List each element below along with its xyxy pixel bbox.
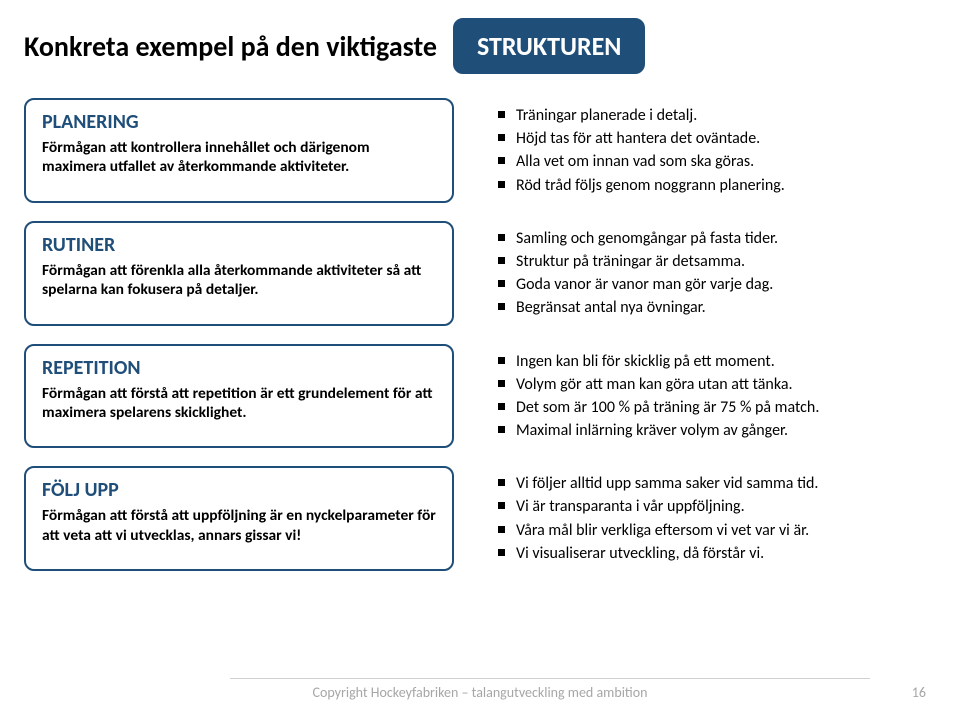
page-number: 16: [912, 684, 926, 701]
bullet-item: Alla vet om innan vad som ska göras.: [490, 150, 908, 173]
footer-text: Copyright Hockeyfabriken – talangutveckl…: [0, 684, 960, 701]
bullets-rutiner: Samling och genomgångar på fasta tider. …: [484, 221, 914, 326]
card-title: RUTINER: [42, 233, 436, 257]
card-desc: Förmågan att förenkla alla återkommande …: [42, 261, 436, 300]
bullet-item: Goda vanor är vanor man gör varje dag.: [490, 273, 908, 296]
card-desc: Förmågan att förstå att repetition är et…: [42, 384, 436, 423]
card-repetition: REPETITION Förmågan att förstå att repet…: [24, 344, 454, 449]
bullet-item: Volym gör att man kan göra utan att tänk…: [490, 373, 908, 396]
bullet-item: Träningar planerade i detalj.: [490, 104, 908, 127]
slide-header: Konkreta exempel på den viktigaste STRUK…: [24, 18, 936, 74]
card-planering: PLANERING Förmågan att kontrollera inneh…: [24, 98, 454, 203]
bullets-foljupp: Vi följer alltid upp samma saker vid sam…: [484, 466, 914, 571]
slide-title: Konkreta exempel på den viktigaste: [24, 29, 437, 64]
bullet-item: Ingen kan bli för skicklig på ett moment…: [490, 350, 908, 373]
card-desc: Förmågan att förstå att uppföljning är e…: [42, 506, 436, 545]
card-desc: Förmågan att kontrollera innehållet och …: [42, 138, 436, 177]
bullet-item: Röd tråd följs genom noggrann planering.: [490, 174, 908, 197]
card-title: REPETITION: [42, 356, 436, 380]
bullet-item: Det som är 100 % på träning är 75 % på m…: [490, 396, 908, 419]
bullet-item: Maximal inlärning kräver volym av gånger…: [490, 419, 908, 442]
bullet-item: Samling och genomgångar på fasta tider.: [490, 227, 908, 250]
bullets-planering: Träningar planerade i detalj. Höjd tas f…: [484, 98, 914, 203]
card-foljupp: FÖLJ UPP Förmågan att förstå att uppfölj…: [24, 466, 454, 571]
card-title: FÖLJ UPP: [42, 478, 436, 502]
bullet-item: Våra mål blir verkliga eftersom vi vet v…: [490, 519, 908, 542]
card-title: PLANERING: [42, 110, 436, 134]
bullets-repetition: Ingen kan bli för skicklig på ett moment…: [484, 344, 914, 449]
bullet-item: Vi är transparanta i vår uppföljning.: [490, 495, 908, 518]
footer-divider: [230, 678, 870, 679]
bullet-item: Begränsat antal nya övningar.: [490, 296, 908, 319]
bullet-item: Vi följer alltid upp samma saker vid sam…: [490, 472, 908, 495]
content-grid: PLANERING Förmågan att kontrollera inneh…: [24, 98, 936, 571]
bullet-item: Struktur på träningar är detsamma.: [490, 250, 908, 273]
slide-badge: STRUKTUREN: [453, 18, 645, 74]
card-rutiner: RUTINER Förmågan att förenkla alla återk…: [24, 221, 454, 326]
bullet-item: Höjd tas för att hantera det oväntade.: [490, 127, 908, 150]
bullet-item: Vi visualiserar utveckling, då förstår v…: [490, 542, 908, 565]
